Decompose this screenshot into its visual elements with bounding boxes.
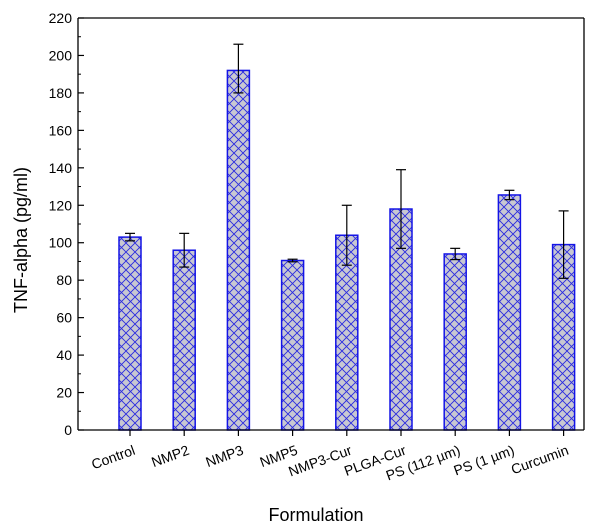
x-tick-label-2: NMP3 (203, 442, 245, 470)
bar-1 (172, 249, 196, 431)
bar-7 (497, 194, 522, 431)
y-tick-label-6: 120 (49, 197, 73, 213)
y-tick-label-7: 140 (49, 160, 73, 176)
error-bar-6 (450, 247, 461, 261)
bar-3 (280, 259, 305, 431)
error-bar-5 (396, 169, 406, 249)
error-bars-layer (125, 43, 569, 279)
y-tick-label-4: 80 (56, 272, 72, 288)
y-tick-labels: 0 20 40 60 80 100 120 140 160 180 200 220 (49, 10, 73, 438)
x-tick-label-1: NMP2 (149, 442, 191, 470)
error-bar-1 (179, 232, 190, 268)
bar-0 (118, 236, 142, 431)
error-bar-4 (341, 204, 352, 266)
y-tick-label-2: 40 (56, 347, 72, 363)
y-tick-label-5: 100 (49, 235, 73, 251)
error-bar-8 (558, 210, 569, 279)
y-axis-title: TNF-alpha (pg/ml) (11, 167, 31, 313)
x-tick-label-8: Curcumin (509, 442, 571, 478)
x-tick-label-4: NMP3-Cur (286, 442, 354, 480)
error-bar-7 (504, 189, 515, 201)
y-tick-label-10: 200 (49, 47, 73, 63)
bar-6 (443, 253, 467, 431)
y-tick-label-11: 220 (49, 10, 73, 26)
x-tick-label-7: PS (1 µm) (451, 442, 516, 479)
axes-layer (77, 17, 585, 436)
bars-layer (118, 69, 576, 431)
y-tick-label-9: 180 (49, 85, 73, 101)
y-tick-label-8: 160 (49, 122, 73, 138)
error-bar-0 (125, 232, 135, 242)
x-axis-title: Formulation (268, 505, 363, 525)
x-tick-label-0: Control (89, 442, 137, 472)
error-bar-2 (233, 43, 244, 94)
bar-2 (226, 69, 251, 431)
error-bar-3 (287, 258, 298, 263)
y-tick-label-3: 60 (56, 310, 72, 326)
y-tick-label-0: 0 (64, 422, 72, 438)
y-tick-label-1: 20 (56, 385, 72, 401)
